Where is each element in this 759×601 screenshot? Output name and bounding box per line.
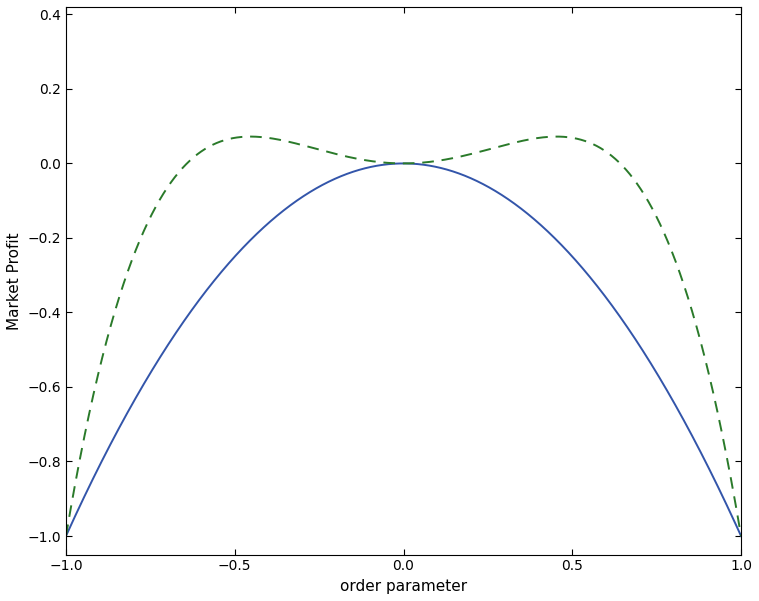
Y-axis label: Market Profit: Market Profit — [7, 232, 22, 329]
X-axis label: order parameter: order parameter — [340, 579, 467, 594]
